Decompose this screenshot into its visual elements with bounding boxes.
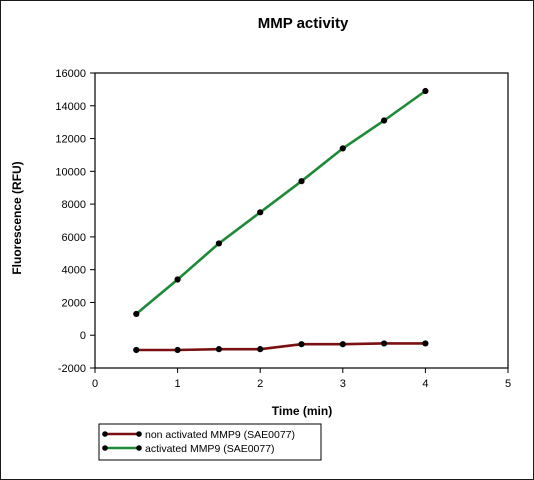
- y-tick-label: 8000: [62, 199, 86, 211]
- data-point: [133, 310, 140, 318]
- x-tick-label: 4: [422, 378, 428, 390]
- y-tick-label: 4000: [62, 265, 86, 277]
- data-point: [422, 340, 429, 347]
- series-2: [133, 87, 429, 318]
- data-point: [133, 346, 140, 354]
- x-tick-label: 5: [505, 378, 511, 390]
- y-axis-title: Fluorescence (RFU): [10, 161, 24, 274]
- y-tick-label: 6000: [62, 232, 86, 244]
- legend-label: non activated MMP9 (SAE0077): [145, 429, 295, 441]
- x-tick-label: 0: [92, 378, 98, 390]
- data-point: [339, 341, 346, 348]
- data-point: [298, 341, 305, 348]
- legend-item: activated MMP9 (SAE0077): [102, 443, 275, 455]
- y-tick-label: 0: [80, 330, 86, 342]
- y-tick-label: 2000: [62, 297, 86, 309]
- data-point: [381, 117, 388, 124]
- data-point: [257, 209, 264, 216]
- data-point: [422, 87, 429, 95]
- series-line: [135, 89, 427, 315]
- legend: non activated MMP9 (SAE0077) activated MM…: [98, 423, 322, 461]
- x-tick-label: 3: [340, 378, 346, 390]
- series-1: [133, 340, 429, 354]
- data-point: [298, 178, 305, 185]
- legend-marker: [102, 431, 108, 437]
- y-tick-label: 10000: [55, 166, 86, 178]
- legend-marker: [102, 445, 108, 451]
- axes: 0 1 2 3 4 5 -2000 0 2000 4000 6000 8000 10000 12000 14…: [55, 68, 511, 390]
- data-point: [257, 346, 264, 353]
- data-point: [339, 145, 346, 152]
- y-tick-label: 14000: [55, 101, 86, 113]
- legend-marker: [136, 431, 142, 437]
- series-line: [136, 342, 426, 352]
- x-axis-title: Time (min): [272, 404, 332, 418]
- legend-marker: [136, 445, 142, 451]
- x-tick-label: 1: [175, 378, 181, 390]
- plot-border: [94, 72, 509, 369]
- data-point: [215, 240, 222, 247]
- y-tick-label: -2000: [58, 363, 86, 375]
- legend-box: [98, 423, 322, 461]
- data-point: [215, 346, 222, 353]
- chart-title: MMP activity: [258, 15, 349, 32]
- y-tick-label: 16000: [55, 68, 86, 80]
- legend-item: non activated MMP9 (SAE0077): [102, 429, 295, 441]
- data-point: [174, 346, 181, 354]
- legend-label: activated MMP9 (SAE0077): [145, 443, 275, 455]
- data-point: [174, 276, 181, 283]
- y-tick-label: 12000: [55, 134, 86, 146]
- series-layer: [133, 87, 429, 354]
- data-point: [381, 340, 388, 347]
- x-tick-label: 2: [257, 378, 263, 390]
